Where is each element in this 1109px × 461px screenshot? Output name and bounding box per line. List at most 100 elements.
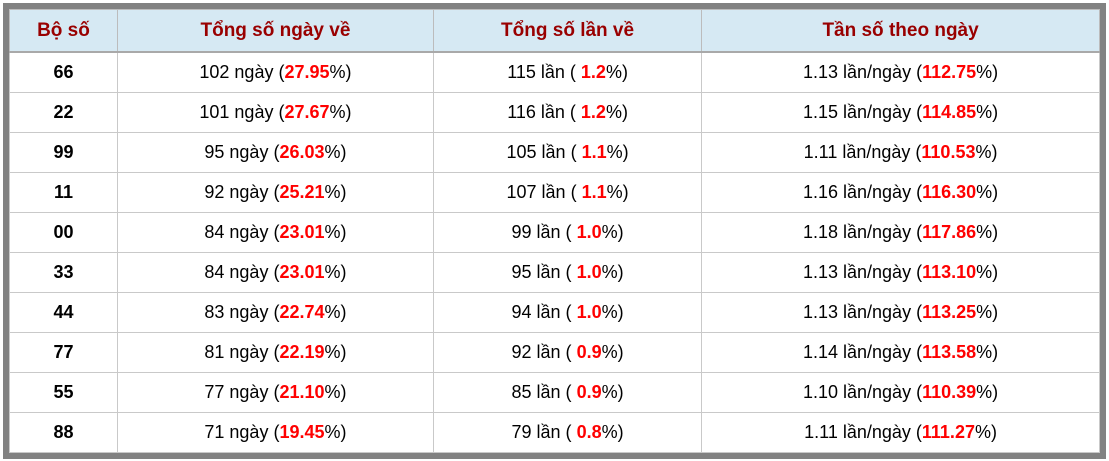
times-percent-value: 1.1 bbox=[581, 182, 607, 202]
total-times-cell: 79 lần ( 0.8%) bbox=[432, 412, 703, 453]
times-text-suffix: %) bbox=[605, 102, 628, 122]
frequency-cell: 1.15 lần/ngày (114.85%) bbox=[701, 92, 1100, 133]
pair-cell: 44 bbox=[9, 292, 118, 333]
days-text: 83 ngày ( bbox=[204, 302, 280, 322]
col-header-total-times: Tổng số lần về bbox=[432, 9, 703, 53]
times-text-suffix: %) bbox=[606, 142, 629, 162]
total-days-cell: 84 ngày (23.01%) bbox=[116, 252, 435, 293]
total-days-cell: 95 ngày (26.03%) bbox=[116, 132, 435, 173]
days-text-suffix: %) bbox=[324, 182, 347, 202]
total-days-cell: 81 ngày (22.19%) bbox=[116, 332, 435, 373]
pair-cell: 55 bbox=[9, 372, 118, 413]
table-row: 33 84 ngày (23.01%) 95 lần ( 1.0%) 1.13 … bbox=[9, 252, 1100, 293]
frequency-cell: 1.13 lần/ngày (112.75%) bbox=[701, 51, 1100, 93]
days-text-suffix: %) bbox=[324, 342, 347, 362]
days-text: 102 ngày ( bbox=[199, 62, 285, 82]
freq-percent-value: 117.86 bbox=[922, 222, 977, 242]
frequency-cell: 1.13 lần/ngày (113.25%) bbox=[701, 292, 1100, 333]
freq-text: 1.16 lần/ngày ( bbox=[802, 182, 923, 202]
freq-text-suffix: %) bbox=[976, 62, 999, 82]
pair-cell: 22 bbox=[9, 92, 118, 133]
pair-stats-table: Bộ số Tổng số ngày về Tổng số lần về Tần… bbox=[9, 9, 1100, 453]
pair-value: 55 bbox=[53, 382, 74, 402]
freq-text: 1.13 lần/ngày ( bbox=[802, 62, 923, 82]
table-row: 00 84 ngày (23.01%) 99 lần ( 1.0%) 1.18 … bbox=[9, 212, 1100, 253]
table-row: 55 77 ngày (21.10%) 85 lần ( 0.9%) 1.10 … bbox=[9, 372, 1100, 413]
freq-text-suffix: %) bbox=[976, 262, 999, 282]
days-percent-value: 22.74 bbox=[279, 302, 325, 322]
pair-cell: 88 bbox=[9, 412, 118, 453]
freq-text: 1.14 lần/ngày ( bbox=[802, 342, 923, 362]
total-times-cell: 94 lần ( 1.0%) bbox=[432, 292, 703, 333]
freq-text: 1.11 lần/ngày ( bbox=[804, 422, 922, 442]
times-text: 107 lần ( bbox=[506, 182, 582, 202]
pair-cell: 33 bbox=[9, 252, 118, 293]
days-text-suffix: %) bbox=[324, 302, 347, 322]
freq-text-suffix: %) bbox=[976, 382, 999, 402]
frequency-cell: 1.11 lần/ngày (110.53%) bbox=[701, 132, 1100, 173]
times-text: 95 lần ( bbox=[511, 262, 577, 282]
times-text-suffix: %) bbox=[601, 342, 624, 362]
pair-value: 11 bbox=[53, 182, 73, 202]
total-days-cell: 77 ngày (21.10%) bbox=[116, 372, 435, 413]
freq-percent-value: 111.27 bbox=[921, 422, 975, 442]
pair-value: 22 bbox=[53, 102, 74, 122]
days-text: 101 ngày ( bbox=[199, 102, 285, 122]
frequency-cell: 1.14 lần/ngày (113.58%) bbox=[701, 332, 1100, 373]
header-row: Bộ số Tổng số ngày về Tổng số lần về Tần… bbox=[9, 9, 1100, 53]
days-text-suffix: %) bbox=[324, 262, 347, 282]
freq-text: 1.13 lần/ngày ( bbox=[802, 262, 923, 282]
days-text-suffix: %) bbox=[324, 142, 347, 162]
days-text: 92 ngày ( bbox=[204, 182, 280, 202]
pair-value: 66 bbox=[53, 62, 74, 82]
days-text-suffix: %) bbox=[324, 222, 347, 242]
freq-percent-value: 113.10 bbox=[922, 262, 977, 282]
frequency-cell: 1.10 lần/ngày (110.39%) bbox=[701, 372, 1100, 413]
pair-value: 00 bbox=[53, 222, 74, 242]
days-text: 84 ngày ( bbox=[204, 222, 280, 242]
times-percent-value: 0.9 bbox=[576, 342, 602, 362]
total-times-cell: 92 lần ( 0.9%) bbox=[432, 332, 703, 373]
total-times-cell: 99 lần ( 1.0%) bbox=[432, 212, 703, 253]
times-percent-value: 1.1 bbox=[581, 142, 607, 162]
freq-text-suffix: %) bbox=[975, 142, 998, 162]
pair-cell: 99 bbox=[9, 132, 118, 173]
days-text-suffix: %) bbox=[329, 62, 352, 82]
days-percent-value: 22.19 bbox=[279, 342, 325, 362]
pair-cell: 00 bbox=[9, 212, 118, 253]
days-text: 95 ngày ( bbox=[204, 142, 280, 162]
total-times-cell: 85 lần ( 0.9%) bbox=[432, 372, 703, 413]
freq-text-suffix: %) bbox=[976, 302, 999, 322]
col-header-total-days: Tổng số ngày về bbox=[116, 9, 435, 53]
table-body: 66 102 ngày (27.95%) 115 lần ( 1.2%) 1.1… bbox=[9, 51, 1100, 453]
freq-text-suffix: %) bbox=[976, 342, 999, 362]
freq-text: 1.11 lần/ngày ( bbox=[803, 142, 922, 162]
table-row: 11 92 ngày (25.21%) 107 lần ( 1.1%) 1.16… bbox=[9, 172, 1100, 213]
pair-value: 99 bbox=[53, 142, 74, 162]
freq-percent-value: 110.53 bbox=[921, 142, 976, 162]
freq-text-suffix: %) bbox=[974, 422, 997, 442]
total-days-cell: 71 ngày (19.45%) bbox=[116, 412, 435, 453]
times-text-suffix: %) bbox=[601, 222, 624, 242]
days-text: 84 ngày ( bbox=[204, 262, 280, 282]
table-row: 44 83 ngày (22.74%) 94 lần ( 1.0%) 1.13 … bbox=[9, 292, 1100, 333]
freq-text: 1.13 lần/ngày ( bbox=[802, 302, 923, 322]
times-percent-value: 1.0 bbox=[576, 222, 602, 242]
pair-value: 77 bbox=[53, 342, 74, 362]
days-text-suffix: %) bbox=[329, 102, 352, 122]
freq-percent-value: 116.30 bbox=[922, 182, 977, 202]
pair-cell: 77 bbox=[9, 332, 118, 373]
total-days-cell: 84 ngày (23.01%) bbox=[116, 212, 435, 253]
stats-table-frame: Bộ số Tổng số ngày về Tổng số lần về Tần… bbox=[3, 3, 1106, 459]
freq-text: 1.18 lần/ngày ( bbox=[802, 222, 923, 242]
times-text: 105 lần ( bbox=[506, 142, 582, 162]
col-header-frequency: Tần số theo ngày bbox=[701, 9, 1100, 53]
times-text: 116 lần ( bbox=[507, 102, 581, 122]
total-days-cell: 92 ngày (25.21%) bbox=[116, 172, 435, 213]
times-text-suffix: %) bbox=[601, 422, 624, 442]
table-row: 88 71 ngày (19.45%) 79 lần ( 0.8%) 1.11 … bbox=[9, 412, 1100, 453]
total-times-cell: 105 lần ( 1.1%) bbox=[432, 132, 703, 173]
days-percent-value: 23.01 bbox=[279, 222, 325, 242]
total-times-cell: 107 lần ( 1.1%) bbox=[432, 172, 703, 213]
times-percent-value: 0.9 bbox=[576, 382, 602, 402]
